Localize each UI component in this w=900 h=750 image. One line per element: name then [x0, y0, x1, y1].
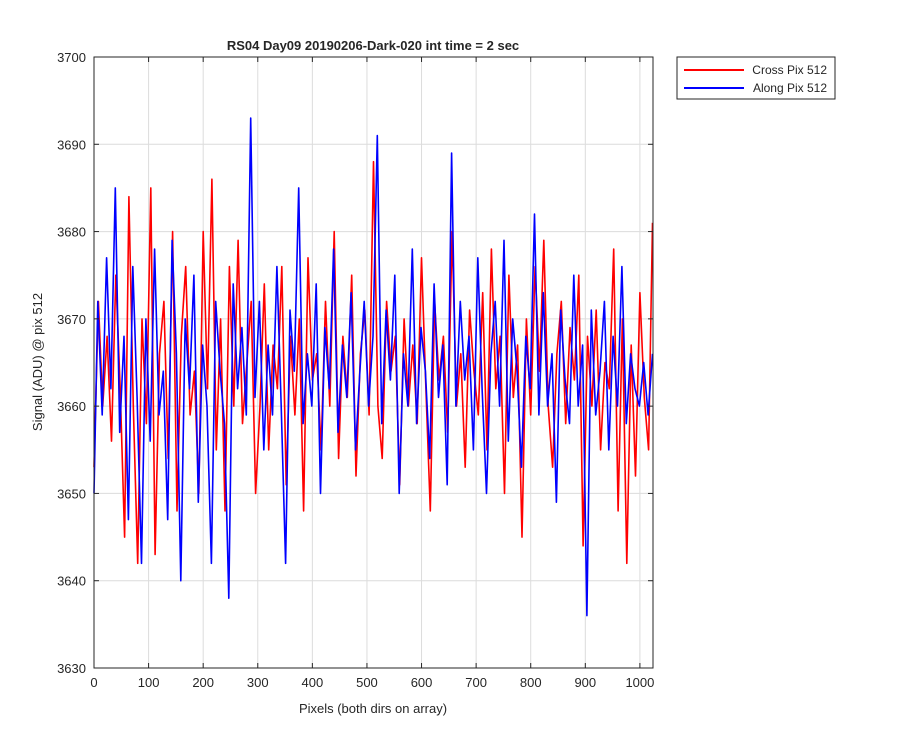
legend-label-along: Along Pix 512: [753, 81, 827, 95]
x-tick-label: 700: [465, 675, 487, 690]
x-tick-label: 900: [574, 675, 596, 690]
x-tick-label: 500: [356, 675, 378, 690]
x-tick-label: 0: [90, 675, 97, 690]
legend-box: [676, 56, 836, 100]
y-tick-label: 3700: [57, 50, 86, 65]
x-tick-label: 800: [520, 675, 542, 690]
y-axis-label: Signal (ADU) @ pix 512: [30, 293, 45, 431]
x-tick-label: 400: [302, 675, 324, 690]
series-line-along-pix-512: [93, 117, 654, 617]
y-tick-label: 3660: [57, 399, 86, 414]
x-tick-label: 600: [411, 675, 433, 690]
x-tick-label: 100: [138, 675, 160, 690]
y-tick-label: 3690: [57, 137, 86, 152]
series-layer: [93, 117, 654, 617]
x-tick-label: 1000: [625, 675, 654, 690]
y-tick-label: 3650: [57, 486, 86, 501]
y-tick-label: 3630: [57, 661, 86, 676]
x-tick-label: 300: [247, 675, 269, 690]
x-axis-label: Pixels (both dirs on array): [299, 701, 447, 716]
x-tick-label: 200: [192, 675, 214, 690]
y-tick-label: 3670: [57, 312, 86, 327]
legend[interactable]: Cross Pix 512 Along Pix 512: [676, 56, 836, 100]
chart-title: RS04 Day09 20190206-Dark-020 int time = …: [227, 38, 519, 53]
ticks: 0 100 200 300 400 500 600 700 800 900 1000 3630 3640…: [57, 50, 654, 690]
legend-label-cross: Cross Pix 512: [752, 63, 827, 77]
y-tick-label: 3680: [57, 225, 86, 240]
plot-frame: [93, 56, 654, 669]
y-tick-label: 3640: [57, 574, 86, 589]
